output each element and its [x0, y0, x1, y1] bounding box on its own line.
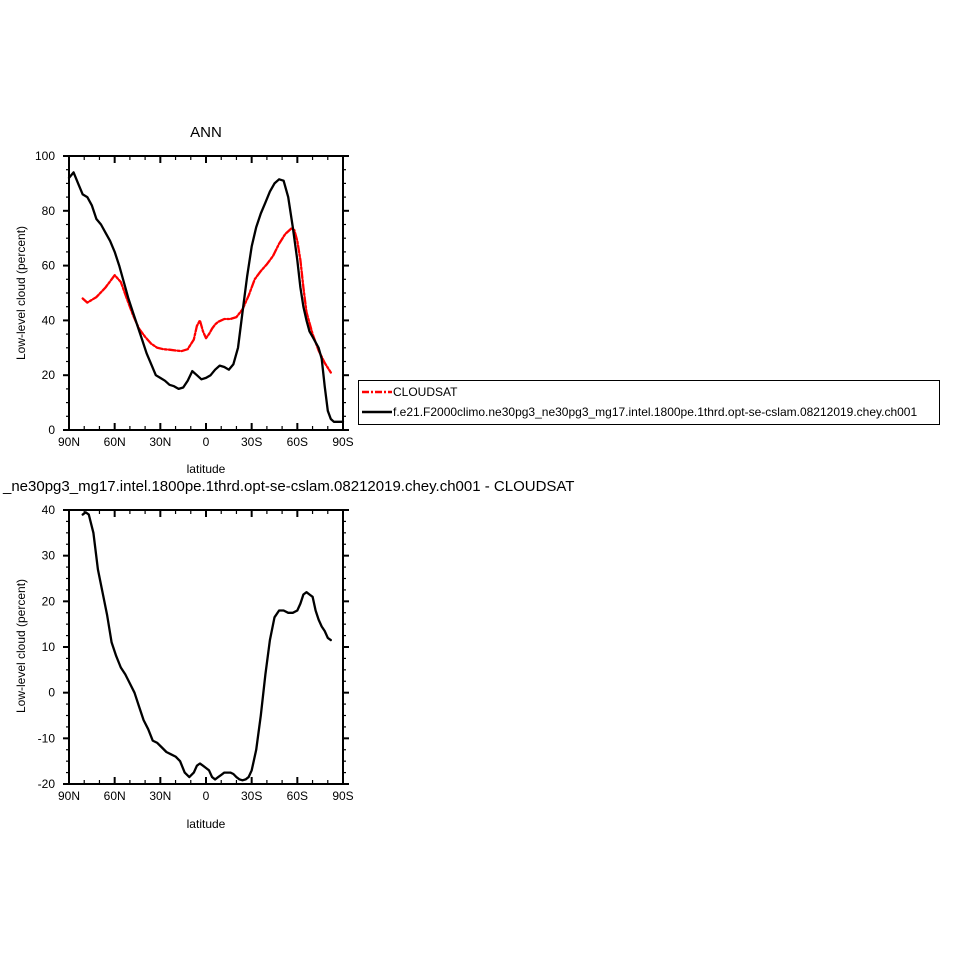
- legend-entry-cloudsat: CLOUDSAT: [393, 385, 458, 399]
- legend: CLOUDSAT f.e21.F2000climo.ne30pg3_ne30pg…: [358, 380, 940, 425]
- bottom-chart-axes: 90N 60N 30N 0 30S 60S 90S -20 -10 0 10 20 30 40: [38, 503, 354, 803]
- legend-entry-model: f.e21.F2000climo.ne30pg3_ne30pg3_mg17.in…: [393, 405, 917, 419]
- bottom-chart-y-tick-label: 20: [42, 594, 56, 608]
- top-chart-y-tick-label: 80: [42, 204, 56, 218]
- bottom-chart-x-axis-label: latitude: [187, 817, 226, 831]
- bottom-chart-series-layer: [81, 511, 332, 782]
- top-chart-y-axis-label: Low-level cloud (percent): [14, 226, 28, 360]
- top-chart-x-tick-label: 0: [203, 435, 210, 449]
- bottom-chart-x-tick-label: 0: [203, 789, 210, 803]
- bottom-chart-series-line-0: [81, 511, 332, 782]
- bottom-chart: _ne30pg3_mg17.intel.1800pe.1thrd.opt-se-…: [2, 478, 574, 831]
- top-chart-x-tick-label: 60N: [104, 435, 126, 449]
- top-chart-x-tick-label: 60S: [287, 435, 308, 449]
- top-chart-x-tick-label: 30N: [149, 435, 171, 449]
- bottom-chart-y-tick-label: 40: [42, 503, 56, 517]
- bottom-chart-y-tick-label: -20: [38, 777, 56, 791]
- bottom-chart-y-tick-label: 0: [48, 686, 55, 700]
- bottom-chart-y-axis-label: Low-level cloud (percent): [14, 579, 28, 713]
- top-chart-x-tick-label: 90S: [332, 435, 353, 449]
- top-chart-title: ANN: [190, 124, 222, 141]
- top-chart-series-layer: [67, 171, 345, 423]
- top-chart-axes: 90N 60N 30N 0 30S 60S 90S 0 20 40 60 80 100: [35, 149, 354, 449]
- top-chart: ANN 90N 60N 30N 0 30S 60S 90S 0 20 40 60 80 100 lati…: [14, 124, 354, 476]
- bottom-chart-plot-frame: [68, 509, 344, 785]
- bottom-chart-x-tick-label: 30N: [149, 789, 171, 803]
- bottom-chart-x-tick-label: 90N: [58, 789, 80, 803]
- top-chart-x-tick-label: 30S: [241, 435, 262, 449]
- top-chart-y-tick-label: 100: [35, 149, 55, 163]
- bottom-chart-title: _ne30pg3_mg17.intel.1800pe.1thrd.opt-se-…: [2, 478, 574, 495]
- legend-box: [358, 380, 940, 425]
- top-chart-series-line-1: [67, 171, 345, 423]
- top-chart-x-tick-label: 90N: [58, 435, 80, 449]
- bottom-chart-x-tick-label: 30S: [241, 789, 262, 803]
- bottom-chart-y-tick-label: -10: [38, 731, 56, 745]
- bottom-chart-y-tick-label: 10: [42, 640, 56, 654]
- bottom-chart-x-tick-label: 60S: [287, 789, 308, 803]
- top-chart-y-tick-label: 40: [42, 313, 56, 327]
- top-chart-x-axis-label: latitude: [187, 462, 226, 476]
- bottom-chart-x-tick-label: 90S: [332, 789, 353, 803]
- bottom-chart-x-tick-label: 60N: [104, 789, 126, 803]
- top-chart-y-tick-label: 20: [42, 368, 56, 382]
- bottom-chart-y-tick-label: 30: [42, 549, 56, 563]
- top-chart-y-tick-label: 0: [48, 423, 55, 437]
- top-chart-y-tick-label: 60: [42, 259, 56, 273]
- top-chart-series-line-0: [81, 227, 332, 374]
